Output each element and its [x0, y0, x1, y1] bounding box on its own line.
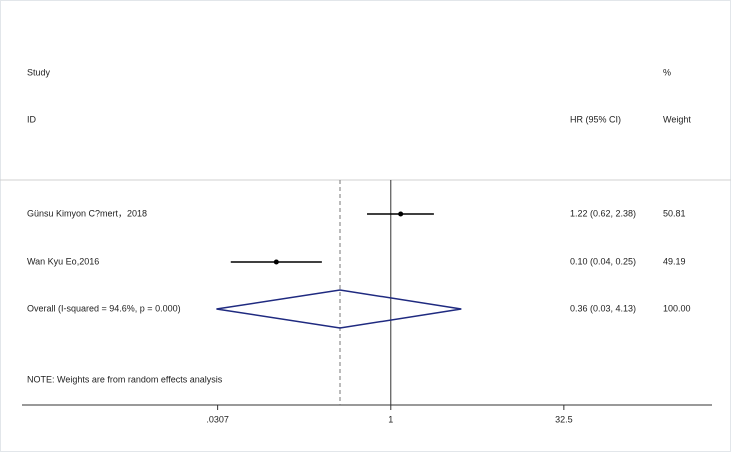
study-label: Günsu Kimyon C?mert，2018 — [27, 208, 147, 218]
overall-diamond — [216, 289, 462, 329]
note: NOTE: Weights are from random effects an… — [27, 374, 223, 384]
weight-label: 100.00 — [663, 303, 691, 313]
weight-header: % — [663, 67, 671, 77]
effect-label: 0.36 (0.03, 4.13) — [570, 303, 636, 313]
x-tick-label: 1 — [388, 414, 393, 424]
overall-label: Overall (I-squared = 94.6%, p = 0.000) — [27, 303, 181, 313]
id-header: ID — [27, 114, 37, 124]
x-tick-label: .0307 — [206, 414, 229, 424]
effect-label: 1.22 (0.62, 2.38) — [570, 208, 636, 218]
weight-label: 50.81 — [663, 208, 686, 218]
study-label: Wan Kyu Eo,2016 — [27, 256, 99, 266]
study-header: Study — [27, 67, 51, 77]
point-estimate — [398, 211, 404, 217]
weight-label: 49.19 — [663, 256, 686, 266]
weight-header: Weight — [663, 114, 691, 124]
effect-header: HR (95% CI) — [570, 114, 621, 124]
x-tick-label: 32.5 — [555, 414, 573, 424]
point-estimate — [273, 259, 279, 265]
effect-label: 0.10 (0.04, 0.25) — [570, 256, 636, 266]
